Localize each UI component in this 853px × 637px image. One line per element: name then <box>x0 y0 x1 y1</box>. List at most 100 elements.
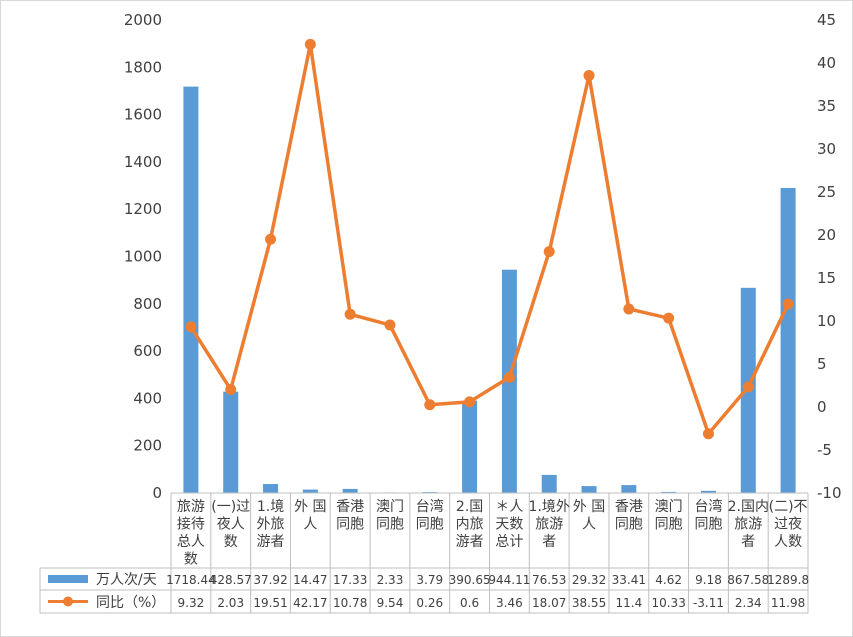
category-label: 旅游 <box>734 517 762 533</box>
legend-bar-label: 万人次/天 <box>96 572 157 588</box>
line-point <box>663 312 675 324</box>
line-point <box>265 233 277 245</box>
category-label: 香港 <box>336 499 364 515</box>
bar <box>581 486 597 493</box>
category-label: 总人 <box>177 534 205 550</box>
bar <box>780 187 796 494</box>
bar-value-cell: 33.41 <box>612 573 646 587</box>
y-right-tick-label: 30 <box>817 140 836 158</box>
y-left-tick-label: 0 <box>152 484 162 502</box>
category-label: 总计 <box>495 534 523 550</box>
line-point <box>503 371 515 383</box>
yoy-value-cell: 2.34 <box>735 596 762 610</box>
bar <box>263 484 279 493</box>
y-right-tick-label: -10 <box>817 484 842 502</box>
category-label: 内旅 <box>456 517 484 533</box>
line-point <box>543 246 555 258</box>
bar-value-cell: 944.11 <box>488 573 530 587</box>
yoy-value-cell: 42.17 <box>293 596 327 610</box>
bar-value-cell: 4.62 <box>655 573 682 587</box>
bar-value-cell: 1289.8 <box>767 573 809 587</box>
bar <box>700 490 716 493</box>
line-point <box>344 308 356 320</box>
category-label: 者 <box>542 534 556 550</box>
category-label: 游者 <box>257 534 285 550</box>
bar <box>462 400 478 493</box>
category-label: 2.国 <box>456 499 483 515</box>
category-label: 1.境 <box>257 499 284 515</box>
category-label: (一)过 <box>211 499 250 515</box>
line-point <box>702 428 714 440</box>
y-right-tick-label: 10 <box>817 312 836 330</box>
line-point <box>464 396 476 408</box>
y-right-tick-label: 15 <box>817 269 836 287</box>
bar-value-cell: 9.18 <box>695 573 722 587</box>
yoy-value-cell: 11.4 <box>615 596 642 610</box>
yoy-value-cell: 0.26 <box>416 596 443 610</box>
category-label: 同胞 <box>655 517 683 533</box>
yoy-value-cell: 3.46 <box>496 596 523 610</box>
legend-bar-key <box>48 575 88 583</box>
bar <box>661 491 677 493</box>
category-label: 香港 <box>615 499 643 515</box>
line-point <box>782 298 794 310</box>
bar-value-cell: 17.33 <box>333 573 367 587</box>
line-point <box>304 38 316 50</box>
category-label: (二)不 <box>769 499 808 515</box>
bar-value-cell: 867.58 <box>727 573 769 587</box>
yoy-value-cell: 18.07 <box>532 596 566 610</box>
yoy-value-cell: 38.55 <box>572 596 606 610</box>
y-left-tick-label: 1400 <box>124 153 162 171</box>
category-label: 者 <box>741 534 755 550</box>
line-point <box>742 381 754 393</box>
yoy-value-cell: 10.78 <box>333 596 367 610</box>
line-point <box>185 321 197 333</box>
legend-line-label: 同比（%） <box>96 595 165 611</box>
y-right-tick-label: 35 <box>817 97 836 115</box>
y-right-tick-label: -5 <box>817 441 832 459</box>
yoy-value-cell: 9.32 <box>178 596 205 610</box>
category-label: 人数 <box>774 534 802 550</box>
bar-value-cell: 37.92 <box>253 573 287 587</box>
yoy-value-cell: -3.11 <box>693 596 724 610</box>
category-label: 同胞 <box>615 517 643 533</box>
category-label: 旅游 <box>177 499 205 515</box>
category-label: 台湾 <box>416 498 444 515</box>
y-left-tick-label: 1800 <box>124 58 162 76</box>
yoy-value-cell: 11.98 <box>771 596 805 610</box>
category-label: 同胞 <box>336 517 364 533</box>
category-label: 外 国 <box>573 499 605 515</box>
bar-value-cell: 76.53 <box>532 573 566 587</box>
category-label: 人 <box>582 517 596 533</box>
y-right-tick-label: 20 <box>817 226 836 244</box>
category-label: 澳门 <box>655 499 683 515</box>
category-label: 天数 <box>495 517 523 533</box>
bar <box>621 485 637 493</box>
line-point <box>583 69 595 81</box>
bar <box>342 488 358 493</box>
bar-value-cell: 390.65 <box>449 573 491 587</box>
y-left-tick-label: 600 <box>133 342 162 360</box>
bar <box>541 474 557 493</box>
category-label: 游者 <box>456 534 484 550</box>
y-left-tick-label: 1000 <box>124 248 162 266</box>
y-right-tick-label: 0 <box>817 398 827 416</box>
line-point <box>225 384 237 396</box>
category-label: 同胞 <box>416 517 444 533</box>
y-left-tick-label: 400 <box>133 389 162 407</box>
bar-value-cell: 3.79 <box>416 573 443 587</box>
bar <box>183 86 199 494</box>
bar-value-cell: 2.33 <box>377 573 404 587</box>
category-label: 外 国 <box>294 499 326 515</box>
category-label: 接待 <box>177 516 205 533</box>
y-right-tick-label: 40 <box>817 54 836 72</box>
category-label: 同胞 <box>376 517 404 533</box>
legend-line-marker <box>63 596 73 607</box>
bar-value-cell: 1718.44 <box>166 573 216 587</box>
yoy-line <box>189 42 790 436</box>
category-label: ＊人 <box>495 499 523 515</box>
bar <box>223 391 239 493</box>
bar <box>302 489 318 493</box>
